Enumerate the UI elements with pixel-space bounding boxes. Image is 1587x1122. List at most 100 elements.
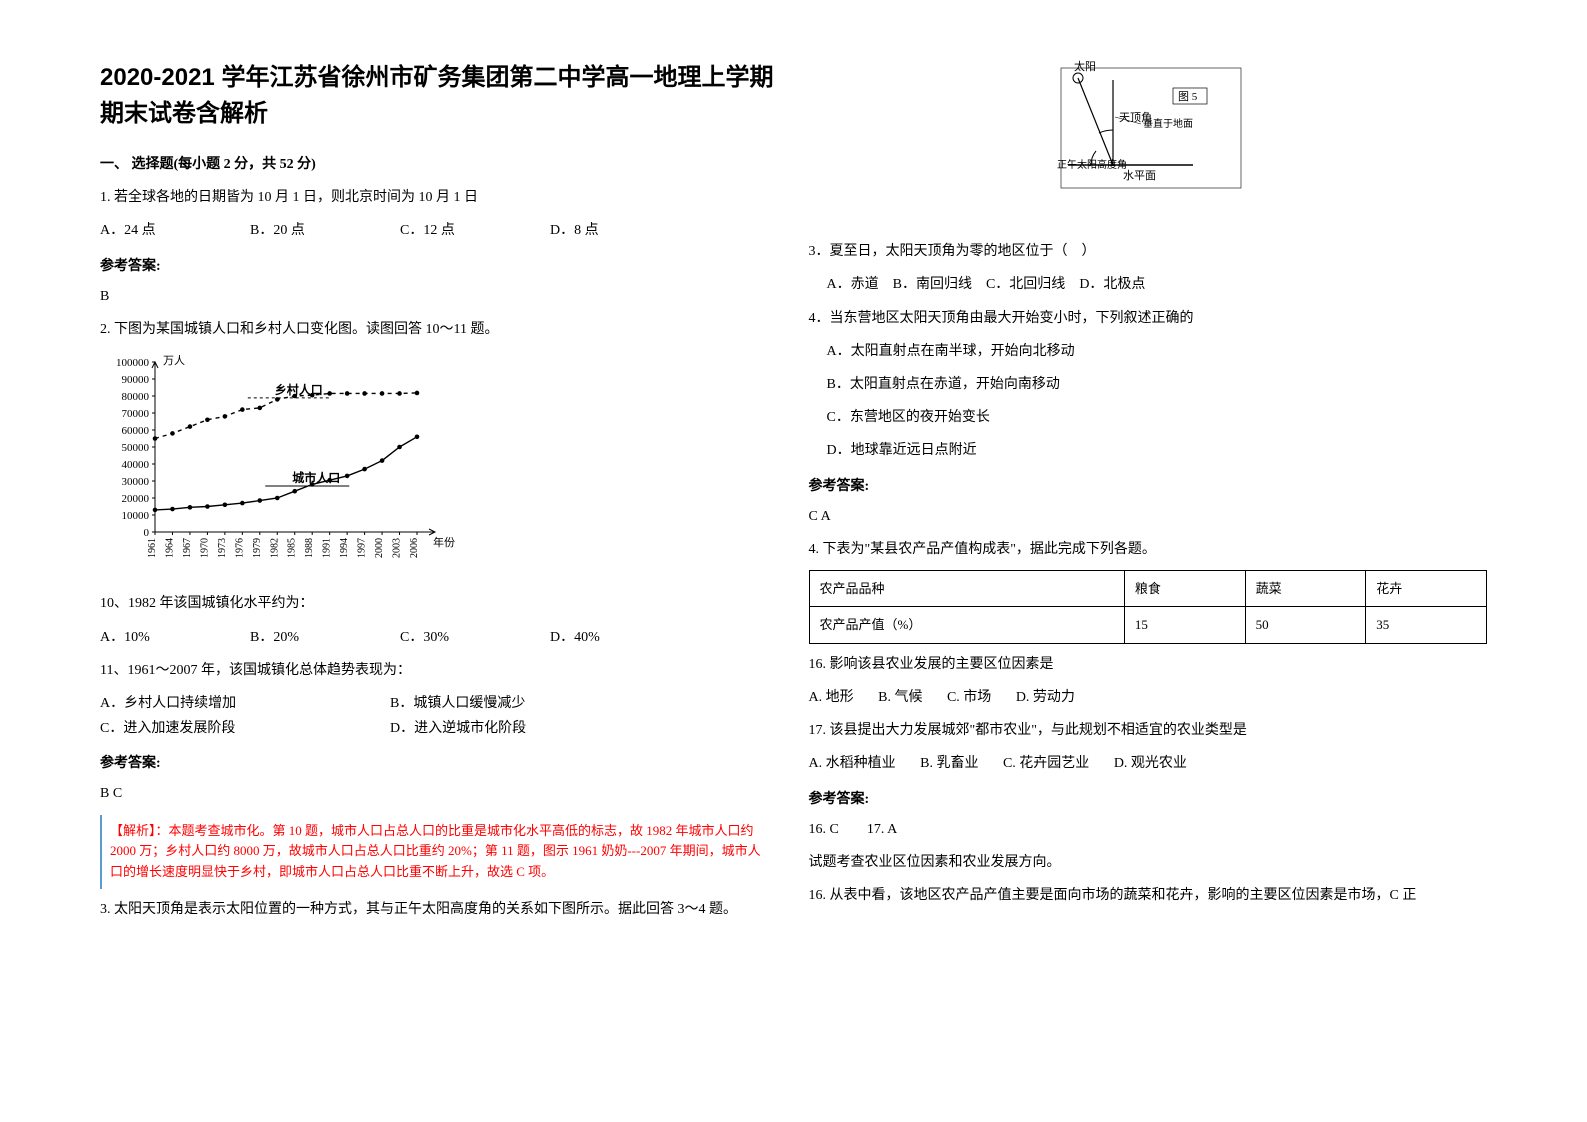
q3-s3a: A．赤道: [827, 277, 879, 292]
svg-text:1994: 1994: [339, 538, 350, 558]
q3-stem: 3. 太阳天顶角是表示太阳位置的一种方式，其与正午太阳高度角的关系如下图所示。据…: [100, 897, 779, 922]
svg-text:太阳: 太阳: [1074, 60, 1096, 73]
q4-s16a: A. 地形: [809, 690, 854, 705]
q4-stem: 4. 下表为"某县农产品产值构成表"，据此完成下列各题。: [809, 537, 1488, 562]
cell: 农产品产值（%）: [809, 607, 1124, 643]
svg-text:60000: 60000: [122, 425, 150, 437]
svg-text:1985: 1985: [287, 538, 298, 558]
product-table: 农产品品种 粮食 蔬菜 花卉 农产品产值（%） 15 50 35: [809, 570, 1488, 644]
left-column: 2020-2021 学年江苏省徐州市矿务集团第二中学高一地理上学期期末试卷含解析…: [100, 60, 779, 930]
cell: 35: [1366, 607, 1487, 643]
q3-sub3: 3．夏至日，太阳天顶角为零的地区位于（ ）: [809, 239, 1488, 264]
svg-text:1973: 1973: [217, 538, 228, 558]
q4-sub17-options: A. 水稻种植业 B. 乳畜业 C. 花卉园艺业 D. 观光农业: [809, 751, 1488, 776]
chart-svg: 0 10000 20000 30000 40000 50000 60000 70000 8000…: [100, 352, 460, 572]
q3-s3d: D．北极点: [1079, 277, 1145, 292]
svg-text:万人: 万人: [163, 354, 185, 367]
q4-s16d: D. 劳动力: [1016, 690, 1075, 705]
q2-analysis: 【解析】：本题考查城市化。第 10 题，城市人口占总人口的比重是城市化水平高低的…: [110, 821, 771, 883]
svg-text:图 5: 图 5: [1178, 90, 1198, 103]
q2-s11a: A．乡村人口持续增加: [100, 691, 380, 716]
q4-sub17: 17. 该县提出大力发展城郊"都市农业"，与此规划不相适宜的农业类型是: [809, 718, 1488, 743]
cell: 15: [1124, 607, 1245, 643]
q4-answer-label: 参考答案:: [809, 787, 1488, 812]
q3-s4c: C．东营地区的夜开始变长: [827, 405, 1488, 430]
table-row: 农产品品种 粮食 蔬菜 花卉: [809, 571, 1487, 607]
q2-s10d: D．40%: [550, 625, 690, 650]
q4-answer: 16. C 17. A: [809, 817, 1488, 842]
q3-s4b: B．太阳直射点在赤道，开始向南移动: [827, 372, 1488, 397]
q2-answer-label: 参考答案:: [100, 751, 779, 776]
svg-text:1982: 1982: [269, 538, 280, 558]
svg-text:10000: 10000: [122, 510, 150, 522]
q3-answer: C A: [809, 504, 1488, 529]
svg-text:垂直于地面: 垂直于地面: [1143, 117, 1193, 130]
q1-opt-d: D．8 点: [550, 218, 690, 243]
svg-text:40000: 40000: [122, 459, 150, 471]
sun-zenith-diagram: 太阳天顶角图 5垂直于地面正午太阳高度角水平面: [809, 60, 1488, 209]
q2-s11d: D．进入逆城市化阶段: [390, 716, 670, 741]
svg-text:2003: 2003: [392, 538, 403, 558]
q3-answer-label: 参考答案:: [809, 474, 1488, 499]
svg-text:1979: 1979: [252, 538, 263, 558]
q3-sub3-options: A．赤道 B．南回归线 C．北回归线 D．北极点: [827, 272, 1488, 297]
q4-s17d: D. 观光农业: [1114, 756, 1187, 771]
q3-s4d: D．地球靠近远日点附近: [827, 438, 1488, 463]
cell: 50: [1245, 607, 1366, 643]
svg-text:0: 0: [144, 527, 150, 539]
svg-text:水平面: 水平面: [1123, 169, 1156, 182]
section-heading: 一、 选择题(每小题 2 分，共 52 分): [100, 152, 779, 177]
svg-text:30000: 30000: [122, 476, 150, 488]
q1-opt-a: A．24 点: [100, 218, 240, 243]
q3-sub4: 4．当东营地区太阳天顶角由最大开始变小时，下列叙述正确的: [809, 306, 1488, 331]
svg-text:年份: 年份: [433, 535, 455, 549]
svg-text:2006: 2006: [409, 538, 420, 558]
svg-text:1976: 1976: [234, 538, 245, 558]
svg-text:90000: 90000: [122, 374, 150, 386]
svg-text:1991: 1991: [322, 538, 333, 558]
q3-s3c: C．北回归线: [986, 277, 1065, 292]
q1-opt-c: C．12 点: [400, 218, 540, 243]
q4-exp1: 试题考查农业区位因素和农业发展方向。: [809, 850, 1488, 875]
q3-s4a: A．太阳直射点在南半球，开始向北移动: [827, 339, 1488, 364]
q4-sub16: 16. 影响该县农业发展的主要区位因素是: [809, 652, 1488, 677]
cell: 农产品品种: [809, 571, 1124, 607]
q2-s10a: A．10%: [100, 625, 240, 650]
q2-s10c: C．30%: [400, 625, 540, 650]
svg-text:1964: 1964: [164, 538, 175, 558]
svg-text:100000: 100000: [116, 357, 150, 369]
q2-sub11: 11、1961～2007 年，该国城镇化总体趋势表现为：: [100, 658, 779, 683]
q1-options: A．24 点 B．20 点 C．12 点 D．8 点: [100, 218, 779, 243]
svg-text:1970: 1970: [199, 538, 210, 558]
q2-sub10-options: A．10% B．20% C．30% D．40%: [100, 625, 779, 650]
q4-s16c: C. 市场: [947, 690, 991, 705]
svg-text:乡村人口: 乡村人口: [275, 382, 323, 397]
q2-sub11-options: A．乡村人口持续增加 B．城镇人口缓慢减少 C．进入加速发展阶段 D．进入逆城市…: [100, 691, 779, 741]
diagram-svg: 太阳天顶角图 5垂直于地面正午太阳高度角水平面: [1043, 60, 1253, 200]
cell: 粮食: [1124, 571, 1245, 607]
q1-opt-b: B．20 点: [250, 218, 390, 243]
svg-text:1961: 1961: [147, 538, 158, 558]
svg-text:50000: 50000: [122, 442, 150, 454]
q4-exp2: 16. 从表中看，该地区农产品产值主要是面向市场的蔬菜和花卉，影响的主要区位因素…: [809, 883, 1488, 908]
q4-sub16-options: A. 地形 B. 气候 C. 市场 D. 劳动力: [809, 685, 1488, 710]
exam-title: 2020-2021 学年江苏省徐州市矿务集团第二中学高一地理上学期期末试卷含解析: [100, 60, 779, 132]
svg-text:20000: 20000: [122, 493, 150, 505]
table-row: 农产品产值（%） 15 50 35: [809, 607, 1487, 643]
q3-s3b: B．南回归线: [893, 277, 972, 292]
right-column: 太阳天顶角图 5垂直于地面正午太阳高度角水平面 3．夏至日，太阳天顶角为零的地区…: [809, 60, 1488, 930]
q2-sub10: 10、1982 年该国城镇化水平约为：: [100, 591, 779, 616]
svg-text:正午太阳高度角: 正午太阳高度角: [1057, 158, 1127, 171]
population-chart: 0 10000 20000 30000 40000 50000 60000 70000 8000…: [100, 352, 779, 581]
svg-text:1967: 1967: [182, 538, 193, 558]
svg-text:80000: 80000: [122, 391, 150, 403]
q4-s17a: A. 水稻种植业: [809, 756, 896, 771]
svg-text:70000: 70000: [122, 408, 150, 420]
q4-s17b: B. 乳畜业: [920, 756, 978, 771]
q2-s11c: C．进入加速发展阶段: [100, 716, 380, 741]
q2-analysis-box: 【解析】：本题考查城市化。第 10 题，城市人口占总人口的比重是城市化水平高低的…: [100, 815, 779, 889]
q2-s10b: B．20%: [250, 625, 390, 650]
cell: 蔬菜: [1245, 571, 1366, 607]
q1-answer: B: [100, 284, 779, 309]
q1-stem: 1. 若全球各地的日期皆为 10 月 1 日，则北京时间为 10 月 1 日: [100, 185, 779, 210]
